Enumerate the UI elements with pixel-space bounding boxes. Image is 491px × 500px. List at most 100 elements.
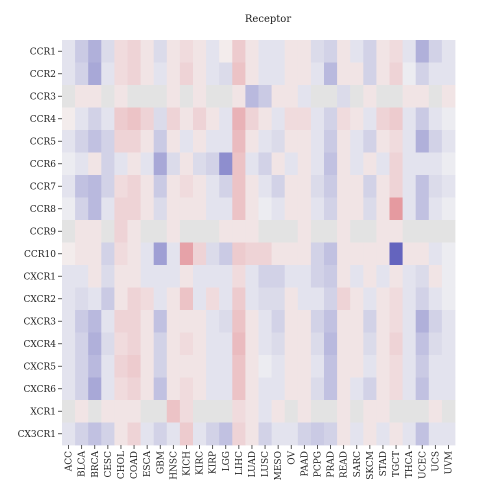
heatmap-cell — [441, 242, 456, 266]
heatmap-cell — [206, 310, 220, 333]
heatmap-cell — [389, 355, 403, 378]
heatmap-cell — [193, 85, 207, 108]
heatmap-cell — [62, 107, 76, 131]
heatmap-cell — [402, 220, 417, 243]
column-label: PCPG — [313, 451, 323, 477]
heatmap-cell — [193, 220, 207, 243]
heatmap-cell — [219, 107, 233, 131]
heatmap-cell — [101, 355, 115, 378]
row-label: CCR1 — [30, 47, 56, 57]
heatmap-cell — [310, 332, 325, 356]
heatmap-cell — [153, 355, 168, 378]
heatmap-cell — [75, 62, 89, 86]
heatmap-cell — [324, 220, 338, 243]
heatmap-cell — [415, 400, 430, 423]
heatmap-cell — [179, 130, 194, 153]
heatmap-cell — [428, 242, 443, 266]
heatmap-cell — [88, 377, 102, 401]
heatmap-cell — [441, 265, 456, 288]
heatmap-cell — [62, 332, 76, 356]
heatmap-cell — [193, 377, 207, 401]
column-label: KIRP — [209, 451, 219, 474]
heatmap-cell — [284, 152, 299, 176]
row-label: CXCR4 — [23, 340, 56, 350]
heatmap-cell — [271, 310, 286, 333]
heatmap-cell — [324, 130, 338, 153]
heatmap-cell — [297, 107, 312, 131]
heatmap-cell — [310, 422, 325, 446]
heatmap-cell — [75, 107, 89, 131]
heatmap-cell — [389, 130, 403, 153]
heatmap-cell — [127, 377, 141, 401]
heatmap-cell — [166, 85, 181, 108]
heatmap-cell — [166, 355, 181, 378]
heatmap-cell — [389, 40, 403, 63]
heatmap-cell — [219, 62, 233, 86]
heatmap-cell — [271, 377, 286, 401]
heatmap-cell — [75, 197, 89, 221]
heatmap-cell — [297, 130, 312, 153]
heatmap-cell — [232, 220, 246, 243]
heatmap-cell — [140, 130, 155, 153]
heatmap-cell — [153, 422, 168, 446]
heatmap-cell — [114, 287, 128, 311]
heatmap-cell — [428, 377, 443, 401]
heatmap-cell — [428, 107, 443, 131]
heatmap-cell — [258, 152, 272, 176]
heatmap-cell — [219, 152, 233, 176]
heatmap-cell — [114, 175, 128, 198]
heatmap-cell — [310, 310, 325, 333]
heatmap-cell — [363, 310, 377, 333]
heatmap-cell — [337, 400, 351, 423]
column-label: COAD — [130, 451, 140, 479]
heatmap-cell — [88, 422, 102, 446]
heatmap-cell — [271, 197, 286, 221]
heatmap-cell — [402, 287, 417, 311]
heatmap-cell — [415, 265, 430, 288]
heatmap-cell — [245, 265, 259, 288]
heatmap-cell — [428, 287, 443, 311]
heatmap-cell — [140, 377, 155, 401]
heatmap-cells — [62, 40, 456, 446]
heatmap-cell — [114, 242, 128, 266]
heatmap-cell — [350, 287, 364, 311]
heatmap-cell — [324, 265, 338, 288]
heatmap-cell — [153, 242, 168, 266]
heatmap-cell — [245, 130, 259, 153]
heatmap-cell — [114, 85, 128, 108]
heatmap-cell — [153, 40, 168, 63]
heatmap-cell — [389, 422, 403, 446]
heatmap-cell — [324, 377, 338, 401]
heatmap-cell — [324, 332, 338, 356]
heatmap-cell — [428, 40, 443, 63]
heatmap-cell — [363, 40, 377, 63]
heatmap-cell — [140, 152, 155, 176]
heatmap-cell — [193, 422, 207, 446]
row-label: CCR4 — [30, 115, 57, 125]
heatmap-cell — [389, 400, 403, 423]
heatmap-cell — [441, 62, 456, 86]
heatmap-cell — [153, 85, 168, 108]
heatmap-cell — [284, 220, 299, 243]
heatmap-cell — [232, 310, 246, 333]
heatmap-cell — [310, 265, 325, 288]
heatmap-cell — [219, 175, 233, 198]
heatmap-cell — [206, 85, 220, 108]
heatmap-cell — [441, 107, 456, 131]
heatmap-cell — [114, 355, 128, 378]
column-label: SARC — [353, 451, 363, 477]
heatmap-cell — [428, 197, 443, 221]
heatmap-cell — [350, 152, 364, 176]
heatmap-cell — [297, 220, 312, 243]
heatmap-cell — [350, 377, 364, 401]
heatmap-cell — [245, 40, 259, 63]
heatmap-cell — [441, 197, 456, 221]
heatmap-cell — [75, 332, 89, 356]
heatmap-cell — [206, 107, 220, 131]
heatmap-cell — [206, 175, 220, 198]
column-label: THCA — [405, 451, 415, 479]
heatmap-cell — [88, 332, 102, 356]
column-label: UVM — [444, 451, 454, 474]
heatmap-cell — [258, 242, 272, 266]
heatmap-cell — [127, 107, 141, 131]
